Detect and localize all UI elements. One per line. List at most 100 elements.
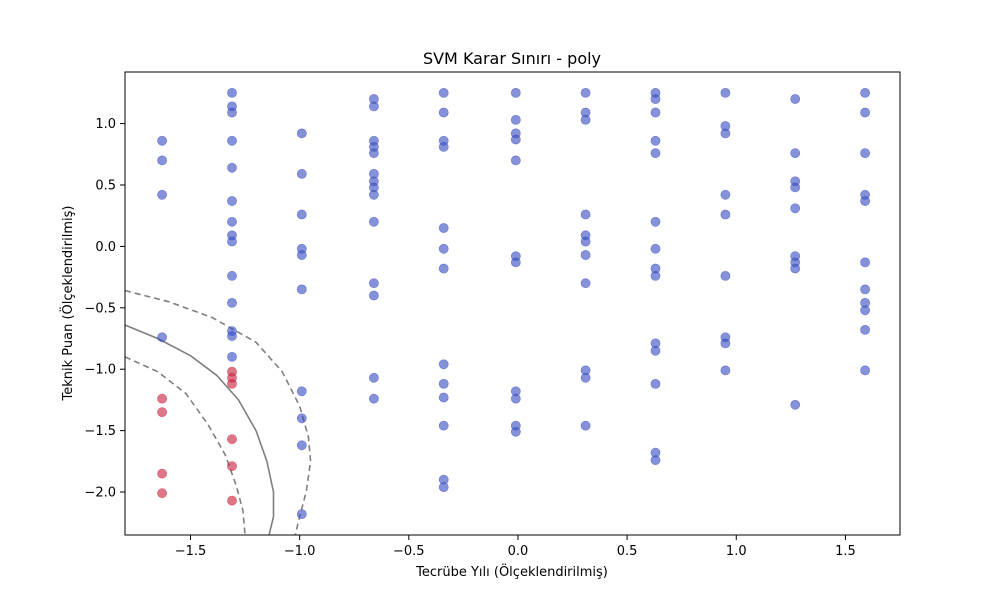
data-point-blue [368, 278, 379, 289]
data-point-blue [227, 135, 237, 146]
y-axis: −2.0 −1.5 −1.0 −0.5 0.0 0.5 1.0 [84, 117, 125, 501]
data-point-blue [790, 94, 801, 104]
x-tick-label: −1.5 [175, 544, 207, 559]
data-point-blue [227, 331, 237, 341]
data-point-blue [227, 270, 237, 281]
data-point-blue [580, 372, 591, 383]
data-point-blue [227, 162, 237, 173]
data-point-blue [790, 263, 801, 274]
data-point-blue [438, 378, 449, 389]
data-point-blue [790, 148, 801, 158]
data-point-blue [510, 115, 521, 125]
data-point-blue [720, 338, 731, 349]
data-point-blue [580, 115, 591, 125]
data-point-blue [720, 88, 731, 98]
data-point-blue [580, 278, 591, 289]
data-point-blue [227, 196, 237, 206]
data-point-blue [157, 155, 167, 166]
y-tick-label: 1.0 [95, 117, 116, 132]
data-point-blue [860, 257, 870, 268]
data-point-blue [720, 209, 731, 220]
data-point-blue [368, 393, 379, 404]
data-point-blue [438, 263, 449, 274]
data-point-blue [580, 250, 591, 260]
data-point-blue [368, 148, 379, 158]
data-point-blue [438, 88, 449, 98]
data-point-blue [720, 365, 731, 376]
data-point-blue [227, 88, 237, 98]
data-point-blue [227, 297, 237, 308]
data-point-blue [650, 270, 661, 281]
data-point-blue [860, 196, 870, 206]
data-point-blue [438, 392, 449, 403]
data-point-blue [296, 386, 307, 397]
y-tick-label: −1.0 [84, 363, 116, 378]
x-tick-label: −1.0 [284, 544, 316, 559]
y-axis-label: Teknik Puan (Ölçeklendirilmiş) [59, 206, 76, 402]
data-point-blue [860, 107, 870, 118]
data-point-blue [860, 284, 870, 295]
data-point-blue [860, 148, 870, 158]
x-axis: −1.5 −1.0 −0.5 0.0 0.5 1.0 1.5 [175, 535, 856, 559]
data-point-blue [438, 482, 449, 492]
data-point-blue [368, 372, 379, 383]
data-point-blue [438, 107, 449, 118]
data-point-blue [296, 440, 307, 451]
data-point-blue [510, 134, 521, 145]
data-point-blue [860, 88, 870, 98]
data-point-blue [650, 135, 661, 146]
data-point-blue [580, 236, 591, 247]
data-point-blue [157, 332, 167, 343]
data-point-blue [510, 257, 521, 268]
data-point-blue [296, 413, 307, 424]
data-point-red [157, 407, 167, 418]
data-point-red [227, 461, 237, 472]
data-point-red [227, 378, 237, 389]
data-point-blue [650, 94, 661, 104]
data-point-blue [227, 351, 237, 362]
data-point-blue [720, 189, 731, 200]
plot-area [125, 88, 870, 535]
data-point-blue [650, 107, 661, 118]
data-point-blue [227, 107, 237, 118]
data-point-blue [580, 88, 591, 98]
data-point-blue [296, 250, 307, 260]
data-point-blue [438, 243, 449, 254]
data-point-blue [157, 135, 167, 146]
x-axis-label: Tecrübe Yılı (Ölçeklendirilmiş) [415, 563, 608, 580]
data-point-blue [227, 236, 237, 247]
data-point-blue [650, 216, 661, 227]
data-point-blue [720, 270, 731, 281]
y-tick-label: −2.0 [84, 486, 116, 501]
margin-line-inner [125, 356, 246, 535]
data-point-blue [650, 455, 661, 465]
y-tick-label: −1.5 [84, 424, 116, 439]
data-point-blue [720, 128, 731, 139]
data-point-red [227, 434, 237, 445]
data-point-blue [296, 284, 307, 295]
data-point-blue [650, 378, 661, 389]
margin-line-outer [125, 289, 312, 535]
data-point-red [227, 495, 237, 506]
data-point-blue [510, 393, 521, 404]
data-point-blue [510, 155, 521, 166]
data-point-red [157, 488, 167, 499]
data-point-blue [650, 345, 661, 356]
data-point-blue [860, 324, 870, 335]
data-point-blue [368, 189, 379, 200]
data-point-blue [296, 509, 307, 519]
data-point-blue [438, 141, 449, 152]
data-point-blue [790, 203, 801, 214]
data-point-blue [650, 243, 661, 254]
data-point-blue [368, 216, 379, 227]
data-point-blue [438, 223, 449, 233]
data-point-blue [296, 128, 307, 139]
data-point-blue [860, 305, 870, 316]
decision-boundary-line [125, 324, 275, 535]
y-tick-label: 0.5 [95, 178, 116, 193]
x-tick-label: 1.0 [726, 544, 747, 559]
data-point-blue [790, 182, 801, 193]
y-tick-label: −0.5 [84, 301, 116, 316]
x-tick-label: 0.5 [617, 544, 638, 559]
data-point-blue [860, 365, 870, 376]
